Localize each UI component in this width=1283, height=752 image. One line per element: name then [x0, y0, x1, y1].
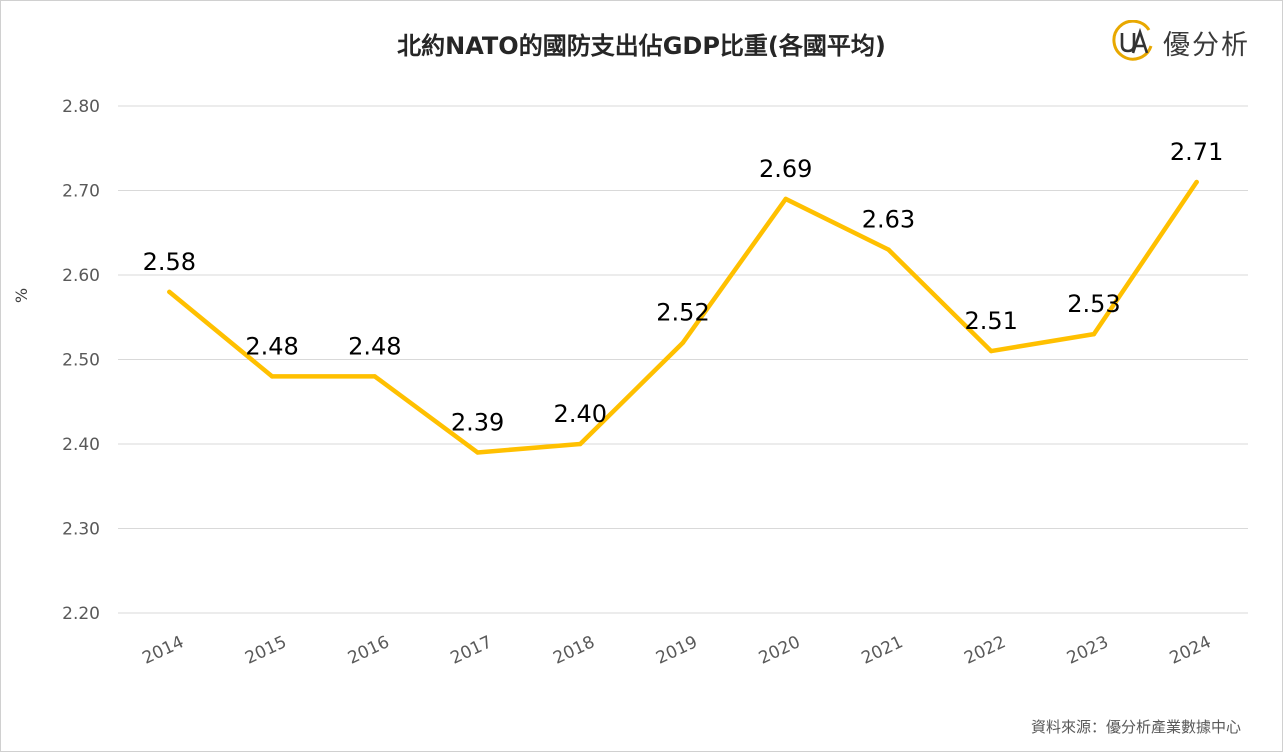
y-tick-label: 2.30: [62, 520, 100, 540]
x-tick-label: 2017: [448, 632, 496, 668]
x-tick-label: 2021: [859, 632, 907, 668]
data-point: [578, 441, 583, 447]
data-label: 2.71: [1170, 138, 1223, 166]
data-label: 2.48: [348, 332, 401, 360]
data-point: [475, 450, 480, 455]
data-point: [269, 374, 275, 379]
data-point: [1194, 179, 1199, 185]
logo-text: 優分析: [1163, 29, 1250, 61]
data-label: 2.53: [1067, 290, 1120, 318]
y-tick-label: 2.80: [62, 97, 100, 117]
x-tick-label: 2024: [1167, 632, 1215, 668]
data-label: 2.40: [554, 400, 607, 428]
logo: 優分析: [1111, 20, 1250, 64]
x-tick-label: 2016: [345, 632, 393, 668]
x-tick-label: 2019: [653, 632, 701, 668]
data-point: [167, 289, 172, 295]
data-label: 2.69: [759, 155, 812, 183]
x-tick-label: 2014: [139, 632, 187, 668]
y-tick-label: 2.40: [62, 435, 100, 455]
chart-title: 北約NATO的國防支出佔GDP比重(各國平均): [397, 32, 886, 60]
y-tick-label: 2.60: [62, 266, 100, 286]
data-point: [1091, 331, 1097, 337]
data-point: [886, 247, 891, 252]
data-label: 2.51: [964, 307, 1017, 335]
x-tick-label: 2015: [242, 632, 290, 668]
data-label: 2.58: [143, 248, 196, 276]
x-tick-label: 2020: [756, 632, 804, 668]
y-tick-label: 2.50: [62, 351, 100, 371]
y-tick-label: 2.70: [62, 182, 100, 202]
data-point: [988, 348, 994, 354]
x-tick-label: 2022: [961, 632, 1009, 668]
y-tick-label: 2.20: [62, 604, 100, 624]
data-label: 2.48: [245, 332, 298, 360]
data-point: [680, 340, 686, 345]
ua-logo-icon: [1112, 20, 1153, 61]
data-label: 2.39: [451, 408, 504, 436]
data-point: [783, 196, 788, 202]
x-tick-label: 2018: [550, 632, 598, 668]
x-tick-label: 2023: [1064, 632, 1112, 668]
data-label: 2.63: [862, 206, 915, 234]
data-label: 2.52: [656, 299, 709, 327]
source-note: 資料來源：優分析產業數據中心: [1030, 718, 1241, 736]
data-point: [372, 374, 378, 379]
